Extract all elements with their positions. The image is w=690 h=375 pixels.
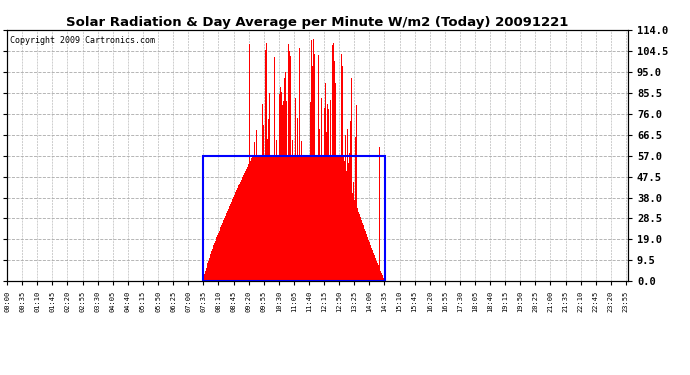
Title: Solar Radiation & Day Average per Minute W/m2 (Today) 20091221: Solar Radiation & Day Average per Minute…	[66, 16, 569, 29]
Bar	[204, 156, 385, 281]
Text: Copyright 2009 Cartronics.com: Copyright 2009 Cartronics.com	[10, 36, 155, 45]
